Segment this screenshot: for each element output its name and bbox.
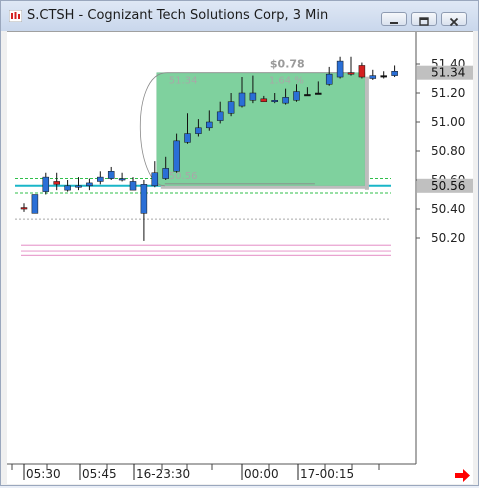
candle-body-12 [140, 184, 148, 214]
close-button[interactable] [441, 12, 467, 27]
candle-body-33 [369, 75, 377, 79]
candle-body-17 [195, 127, 202, 134]
candle-body-8 [97, 176, 104, 182]
time-label-3: 00:00 [244, 467, 279, 481]
candle-body-22 [249, 92, 257, 101]
candle-body-23 [260, 98, 268, 102]
candle-body-29 [325, 73, 333, 85]
candle-body-10 [118, 178, 126, 181]
candle-body-35 [391, 71, 398, 76]
entry-price-badge: 50.56 [417, 178, 474, 193]
candle-body-25 [282, 97, 289, 104]
measure-change-percent: 1.64 % [269, 76, 304, 87]
last-price-badge: 51.34 [417, 65, 474, 80]
price-label-2: 51.00 [431, 115, 465, 129]
measure-box-shadow-bottom [160, 185, 369, 189]
time-label-1: 05:45 [82, 467, 117, 481]
price-label-6: 50.20 [431, 231, 465, 245]
candles [20, 56, 398, 241]
candle-body-5 [64, 185, 71, 191]
scroll-right-arrow-icon[interactable] [455, 469, 470, 482]
app-icon [9, 10, 22, 22]
candle-body-19 [216, 111, 224, 121]
time-label-2: 16-23:30 [136, 467, 190, 481]
candle-body-21 [238, 92, 246, 107]
candle-body-20 [227, 101, 235, 114]
time-label-0: 05:30 [26, 467, 61, 481]
candle-body-27 [304, 94, 311, 97]
candle-body-4 [53, 181, 60, 185]
title-bar[interactable]: S.CTSH - Cognizant Tech Solutions Corp, … [1, 1, 478, 31]
minimize-icon [390, 22, 398, 24]
candle-body-3 [42, 176, 50, 192]
measure-box-shadow-right [364, 76, 369, 190]
restore-icon [419, 17, 429, 26]
time-label-4: 17-00:15 [300, 467, 354, 481]
restore-button[interactable] [411, 12, 437, 26]
measure-box[interactable] [156, 72, 366, 187]
candle-body-28 [315, 92, 322, 95]
chart-area[interactable]: 51.34 $0.78 1.64 % 50.56 51.40 51.20 51.00… [7, 31, 474, 484]
candle-body-31 [347, 72, 355, 75]
candle-body-34 [380, 75, 387, 78]
candle-body-7 [86, 182, 93, 187]
horizontal-lines [15, 178, 391, 256]
minimize-button[interactable] [381, 12, 407, 26]
price-label-3: 50.80 [431, 144, 465, 158]
candle-body-15 [173, 140, 180, 172]
measure-change-value: $0.78 [270, 58, 305, 71]
candle-body-1 [20, 207, 28, 210]
last-price-value: 51.34 [431, 66, 465, 80]
candlestick-chart[interactable]: 51.34 $0.78 1.64 % 50.56 51.4051.2051.00… [7, 32, 474, 484]
candle-body-30 [336, 60, 344, 78]
candle-body-32 [358, 65, 366, 78]
price-label-1: 51.20 [431, 86, 465, 100]
entry-price-value: 50.56 [431, 179, 465, 193]
candle-body-6 [75, 185, 82, 188]
measure-end-value: 50.56 [169, 171, 198, 182]
candle-body-24 [271, 100, 278, 102]
candle-body-11 [129, 181, 137, 191]
measure-start-value: 51.34 [169, 76, 198, 87]
candle-body-9 [107, 171, 115, 179]
measure-tool[interactable]: 51.34 $0.78 1.64 % 50.56 [139, 58, 369, 190]
candle-body-2 [31, 194, 39, 214]
window-title: S.CTSH - Cognizant Tech Solutions Corp, … [27, 8, 329, 23]
candle-body-26 [293, 91, 300, 101]
candle-body-14 [162, 168, 169, 179]
candle-body-18 [206, 121, 213, 129]
price-label-5: 50.40 [431, 202, 465, 216]
time-axis[interactable]: 05:30 05:45 16-23:30 00:00 17-00:15 [11, 464, 380, 481]
close-icon [449, 17, 459, 27]
candle-body-13 [151, 172, 159, 187]
candle-body-16 [184, 133, 191, 143]
